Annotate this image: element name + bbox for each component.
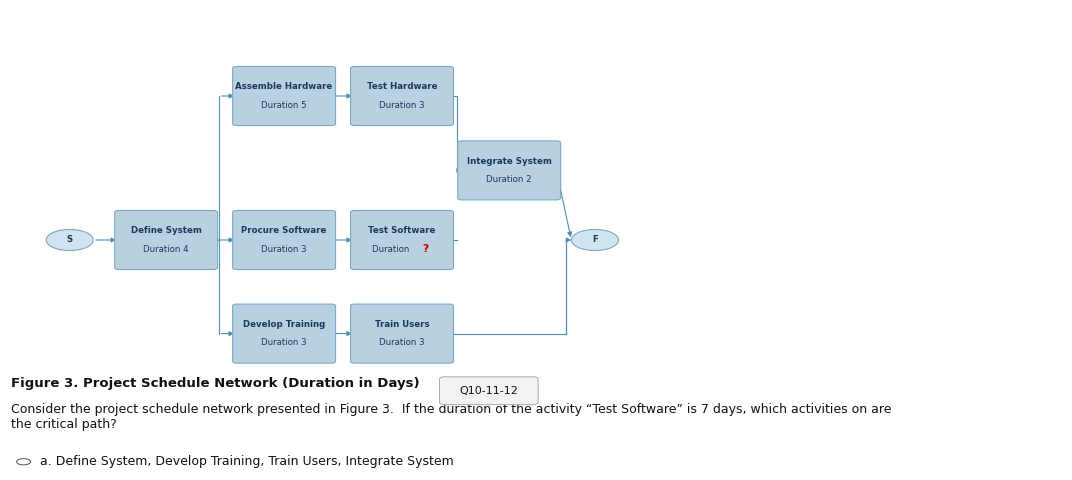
Text: Duration 3: Duration 3: [379, 338, 425, 348]
Circle shape: [17, 459, 30, 465]
FancyBboxPatch shape: [351, 210, 453, 270]
Text: Define System: Define System: [131, 226, 202, 235]
Text: a. Define System, Develop Training, Train Users, Integrate System: a. Define System, Develop Training, Trai…: [40, 455, 453, 468]
FancyBboxPatch shape: [233, 66, 336, 125]
Circle shape: [46, 229, 93, 251]
FancyBboxPatch shape: [233, 210, 336, 270]
Text: Train Users: Train Users: [375, 320, 429, 329]
Text: Assemble Hardware: Assemble Hardware: [236, 82, 332, 91]
FancyBboxPatch shape: [440, 377, 538, 405]
FancyBboxPatch shape: [233, 304, 336, 363]
Text: Duration: Duration: [372, 245, 413, 254]
Text: Test Software: Test Software: [369, 226, 435, 235]
Text: Figure 3. Project Schedule Network (Duration in Days): Figure 3. Project Schedule Network (Dura…: [11, 377, 419, 390]
Text: Duration 3: Duration 3: [262, 245, 307, 254]
Circle shape: [571, 229, 619, 251]
Text: Duration 5: Duration 5: [262, 101, 307, 110]
Text: Duration 3: Duration 3: [262, 338, 307, 348]
Text: Consider the project schedule network presented in Figure 3.  If the duration of: Consider the project schedule network pr…: [11, 403, 891, 431]
Text: ?: ?: [422, 244, 429, 254]
Text: F: F: [592, 236, 598, 244]
FancyBboxPatch shape: [351, 66, 453, 125]
FancyBboxPatch shape: [458, 141, 561, 200]
Text: S: S: [66, 236, 73, 244]
Text: Duration 3: Duration 3: [379, 101, 425, 110]
Text: Develop Training: Develop Training: [243, 320, 325, 329]
Text: Duration 2: Duration 2: [487, 175, 532, 184]
Text: Procure Software: Procure Software: [241, 226, 327, 235]
Text: Integrate System: Integrate System: [466, 156, 552, 166]
Text: Test Hardware: Test Hardware: [367, 82, 437, 91]
Text: Q10-11-12: Q10-11-12: [460, 386, 518, 396]
FancyBboxPatch shape: [115, 210, 218, 270]
Text: Duration 4: Duration 4: [144, 245, 189, 254]
FancyBboxPatch shape: [351, 304, 453, 363]
